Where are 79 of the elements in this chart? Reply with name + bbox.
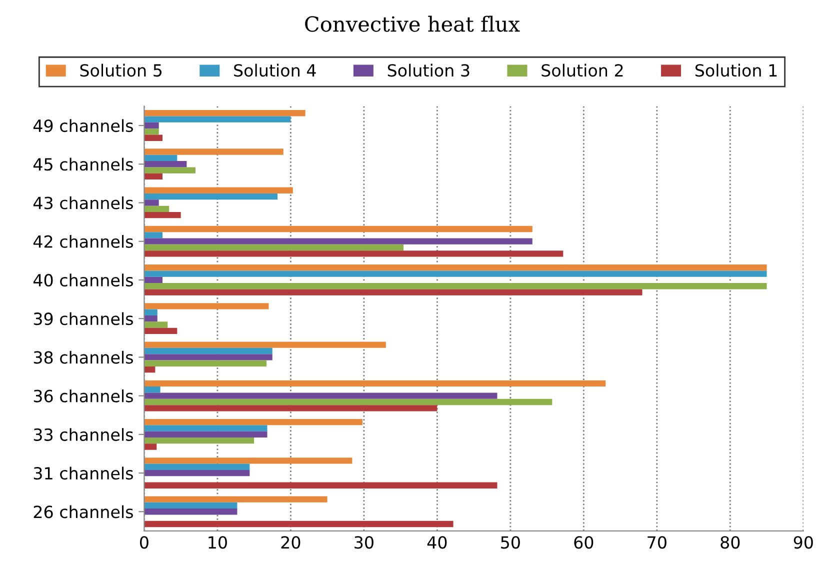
- bar: [144, 110, 306, 116]
- bar: [144, 148, 284, 155]
- y-tick-label: 43 channels: [33, 196, 133, 210]
- chart-title: Convective heat flux: [305, 16, 520, 32]
- bar: [144, 444, 157, 450]
- bar: [144, 226, 532, 232]
- x-tick-label: 40: [427, 536, 447, 549]
- y-tick-label: 42 channels: [33, 235, 133, 248]
- bar: [144, 173, 163, 180]
- bar: [144, 309, 158, 316]
- legend-label: Solution 2: [542, 64, 623, 77]
- bar: [144, 270, 767, 277]
- x-tick-label: 0: [140, 536, 148, 549]
- bar: [144, 425, 268, 432]
- bar: [144, 154, 178, 162]
- x-tick-label: 10: [208, 536, 227, 549]
- bar: [144, 398, 552, 406]
- bar: [144, 264, 767, 271]
- bar: [144, 187, 293, 194]
- bar: [144, 458, 352, 464]
- bar: [144, 464, 250, 470]
- bar: [144, 502, 238, 509]
- bar: [144, 128, 159, 135]
- y-tick-label: 36 channels: [34, 389, 133, 402]
- bar: [144, 322, 168, 328]
- bar: [144, 438, 254, 444]
- bar: [144, 134, 163, 141]
- bar: [144, 360, 267, 366]
- bar: [144, 348, 272, 354]
- bar: [144, 232, 163, 238]
- bar: [144, 244, 404, 251]
- bar: [144, 283, 767, 290]
- bar: [144, 167, 196, 174]
- bar: [144, 508, 238, 515]
- bar: [144, 496, 328, 502]
- x-tick-label: 50: [501, 536, 520, 549]
- x-tick-label: 80: [720, 536, 740, 549]
- bar: [144, 212, 181, 218]
- bar: [144, 206, 170, 212]
- x-tick-label: 90: [794, 536, 813, 549]
- bar: [144, 482, 498, 488]
- bar: [144, 289, 642, 296]
- bar: [144, 200, 159, 206]
- bar: [144, 122, 159, 129]
- bar: [144, 303, 269, 310]
- bar: [144, 116, 291, 122]
- bar: [144, 386, 160, 393]
- bar: [144, 193, 278, 200]
- bar: [144, 342, 386, 348]
- x-tick-label: 20: [281, 536, 300, 549]
- y-tick-label: 26 channels: [34, 505, 133, 518]
- bar: [144, 392, 498, 399]
- bar: [144, 470, 250, 476]
- y-tick-label: 49 channels: [33, 119, 133, 132]
- bar: [144, 354, 272, 360]
- y-tick-label: 45 channels: [33, 158, 133, 171]
- bar: [144, 431, 268, 438]
- y-tick-label: 38 channels: [34, 350, 133, 364]
- x-tick-label: 30: [354, 536, 374, 549]
- legend-label: Solution 3: [388, 64, 470, 77]
- bar: [144, 238, 532, 244]
- bar: [144, 250, 564, 257]
- legend-label: Solution 4: [234, 64, 316, 77]
- x-tick-label: 70: [648, 536, 666, 549]
- bar: [144, 315, 158, 322]
- bar: [144, 418, 362, 426]
- bar: [144, 380, 606, 387]
- legend-label: Solution 1: [695, 64, 777, 77]
- bar: [144, 161, 187, 168]
- bar: [144, 328, 178, 334]
- bar: [144, 520, 454, 528]
- y-tick-label: 39 channels: [34, 312, 133, 326]
- y-tick-label: 33 channels: [34, 428, 133, 441]
- bar: [144, 405, 438, 412]
- y-tick-label: 31 channels: [34, 466, 133, 480]
- bar: [144, 276, 163, 284]
- x-tick-label: 60: [574, 536, 594, 549]
- y-tick-label: 40 channels: [33, 274, 133, 287]
- legend-label: Solution 5: [80, 64, 162, 77]
